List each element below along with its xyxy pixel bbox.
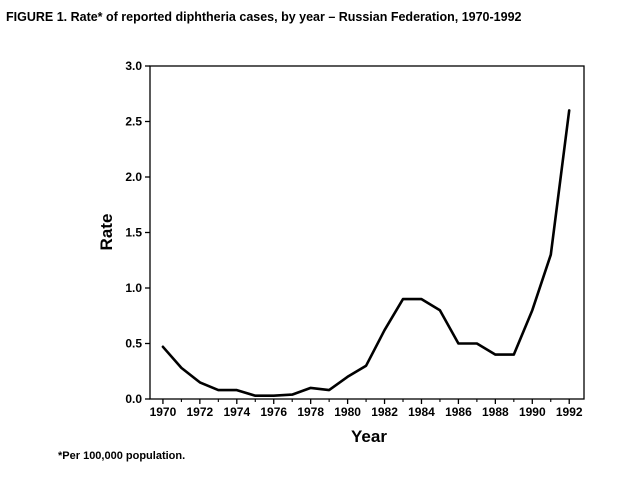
y-tick-label: 0.0: [125, 392, 142, 406]
x-tick-label: 1974: [223, 405, 250, 419]
y-axis: 0.0 0.5 1.0 1.5 2.0 2.5 3.0: [125, 59, 150, 406]
x-tick-label: 1988: [482, 405, 509, 419]
x-tick-label: 1980: [334, 405, 361, 419]
x-tick-label: 1986: [445, 405, 472, 419]
y-tick-label: 1.0: [125, 281, 142, 295]
x-axis-title: Year: [351, 427, 387, 446]
plot-frame: [149, 65, 585, 400]
figure-title: FIGURE 1. Rate* of reported diphtheria c…: [6, 10, 522, 24]
footnote: *Per 100,000 population.: [58, 450, 186, 462]
x-tick-label: 1990: [519, 405, 546, 419]
x-axis: 1970 1972 1974 1976 1978 1980 1982 1984 1986 1988…: [150, 399, 583, 419]
y-tick-label: 3.0: [125, 59, 142, 73]
x-tick-label: 1984: [408, 405, 435, 419]
x-tick-label: 1976: [260, 405, 287, 419]
x-tick-label: 1970: [150, 405, 177, 419]
y-tick-label: 1.5: [125, 226, 142, 240]
x-tick-label: 1992: [556, 405, 583, 419]
y-axis-title: Rate: [97, 214, 116, 251]
y-tick-label: 2.5: [125, 115, 142, 129]
x-tick-label: 1978: [297, 405, 324, 419]
y-tick-label: 0.5: [125, 337, 142, 351]
x-tick-label: 1972: [187, 405, 214, 419]
x-tick-label: 1982: [371, 405, 398, 419]
series-line-rate: [161, 109, 571, 398]
y-tick-label: 2.0: [125, 170, 142, 184]
series-layer: [161, 109, 571, 398]
